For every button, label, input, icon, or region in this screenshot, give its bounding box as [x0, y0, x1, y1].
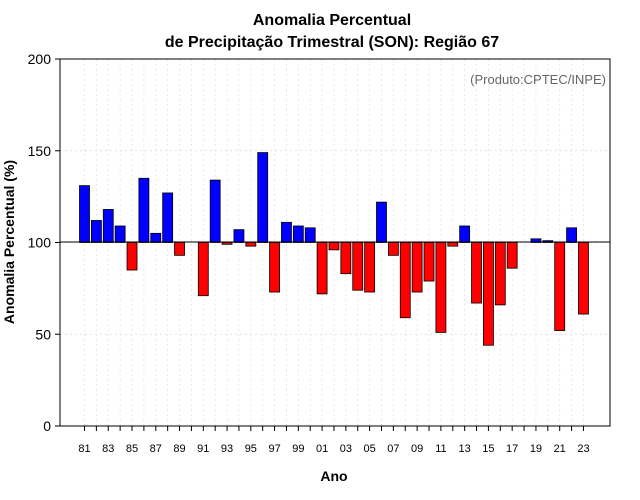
y-tick-label: 100: [28, 235, 52, 251]
y-tick-label: 50: [35, 326, 51, 342]
bar-05: [364, 242, 376, 293]
bar-98: [281, 221, 292, 243]
bar-91: [197, 242, 209, 297]
bar-96: [257, 152, 269, 243]
bar-00: [304, 227, 316, 243]
x-axis-title: Ano: [320, 468, 347, 484]
bar-06: [376, 201, 387, 243]
x-tick-label: 95: [245, 443, 257, 455]
x-tick-label: 83: [102, 443, 114, 455]
y-tick-label: 0: [43, 418, 51, 434]
y-tick-label: 200: [28, 51, 52, 67]
bar-11: [435, 242, 447, 333]
bar-16: [494, 242, 506, 306]
bar-14: [471, 242, 482, 304]
x-tick-label: 89: [173, 443, 185, 455]
x-tick-label: 19: [530, 443, 542, 455]
x-tick-label: 93: [221, 443, 233, 455]
y-tick-label: 150: [28, 143, 52, 159]
y-axis: 0 50 100 150 200: [28, 51, 60, 434]
x-axis: 81 83 85 87 89 91 93 95 97 99 01 03 05 07 09 11 13 15 17 19…: [78, 426, 590, 455]
bar-12: [447, 242, 459, 247]
x-tick-label: 85: [126, 443, 138, 455]
x-tick-label: 97: [268, 443, 280, 455]
bar-15: [483, 242, 494, 346]
x-tick-label: 13: [459, 443, 471, 455]
bar-21: [554, 242, 566, 331]
bar-09: [411, 242, 423, 293]
bar-93: [221, 242, 233, 245]
grid-lines: [60, 58, 610, 427]
bar-23: [578, 242, 589, 315]
bar-83: [102, 209, 114, 243]
x-tick-label: 03: [340, 443, 352, 455]
bar-99: [292, 225, 304, 243]
x-tick-label: 09: [411, 443, 423, 455]
x-tick-label: 11: [435, 443, 446, 455]
bar-85: [126, 242, 138, 271]
bar-03: [340, 242, 352, 275]
bar-97: [269, 242, 280, 293]
bar-07: [387, 242, 399, 256]
bar-95: [245, 242, 257, 247]
bars-group: [79, 152, 589, 346]
bar-88: [162, 192, 174, 243]
bar-84: [114, 225, 126, 243]
y-axis-title: Anomalia Percentual (%): [1, 160, 17, 324]
bar-87: [150, 232, 162, 243]
bar-10: [423, 242, 435, 282]
bar-17: [506, 242, 518, 269]
bar-94: [233, 229, 245, 243]
bar-01: [316, 242, 328, 295]
bar-89: [174, 242, 185, 256]
bar-22: [566, 227, 577, 243]
product-credit: (Produto:CPTEC/INPE): [470, 72, 606, 87]
bar-81: [79, 185, 90, 243]
chart-title-line1: Anomalia Percentual: [253, 12, 411, 29]
bar-02: [328, 242, 340, 251]
x-tick-label: 15: [482, 443, 494, 455]
bar-92: [209, 179, 221, 243]
x-tick-label: 07: [387, 443, 399, 455]
x-tick-label: 23: [577, 443, 589, 455]
x-tick-label: 17: [506, 443, 518, 455]
bar-82: [90, 220, 102, 243]
bar-04: [352, 242, 364, 291]
bar-86: [138, 177, 150, 243]
x-tick-label: 87: [150, 443, 162, 455]
x-tick-label: 91: [197, 443, 209, 455]
x-tick-label: 21: [554, 443, 566, 455]
chart-title-line2: de Precipitação Trimestral (SON): Região…: [165, 34, 499, 51]
x-tick-label: 81: [78, 443, 90, 455]
x-tick-label: 05: [363, 443, 375, 455]
x-tick-label: 99: [292, 443, 304, 455]
bar-08: [399, 242, 411, 319]
bar-13: [459, 225, 471, 243]
x-tick-label: 01: [316, 443, 328, 455]
